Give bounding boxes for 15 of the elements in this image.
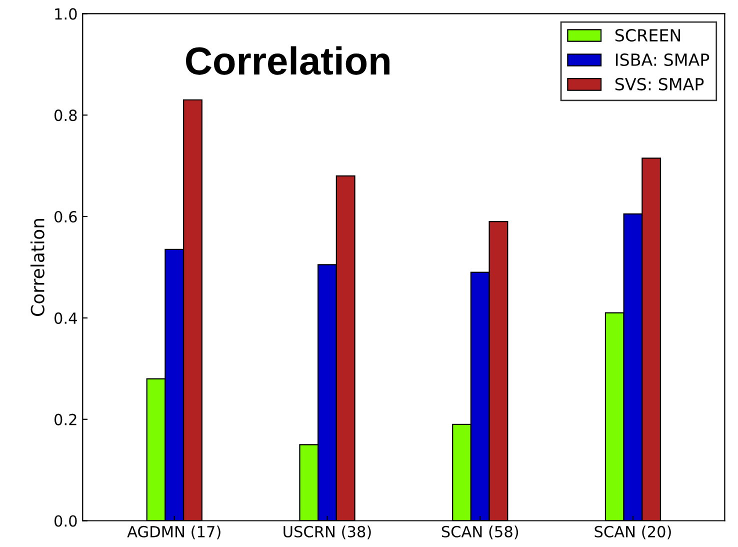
y-tick-label: 0.4	[54, 312, 77, 324]
text: Correlation	[186, 46, 390, 75]
y-tick-label: 0.0	[54, 515, 77, 527]
legend-label: SCREEN	[615, 28, 680, 42]
legend-label: SVS: SMAP	[615, 78, 704, 91]
y-tick-label: 0.8	[54, 110, 77, 122]
legend-label: ISBA: SMAP	[616, 53, 710, 66]
y-tick-label: 0.6	[54, 210, 77, 223]
y-tick-label: 0.2	[54, 414, 76, 426]
x-tick-label: USCRN (38)	[284, 526, 371, 540]
x-tick-label: SCAN (20)	[594, 526, 671, 540]
x-tick-label: SCAN (58)	[442, 526, 518, 540]
x-tick-label: AGDMN (17)	[127, 526, 220, 540]
y-axis-title: Correlation	[30, 218, 44, 316]
y-tick-label: 1.0	[55, 8, 77, 20]
